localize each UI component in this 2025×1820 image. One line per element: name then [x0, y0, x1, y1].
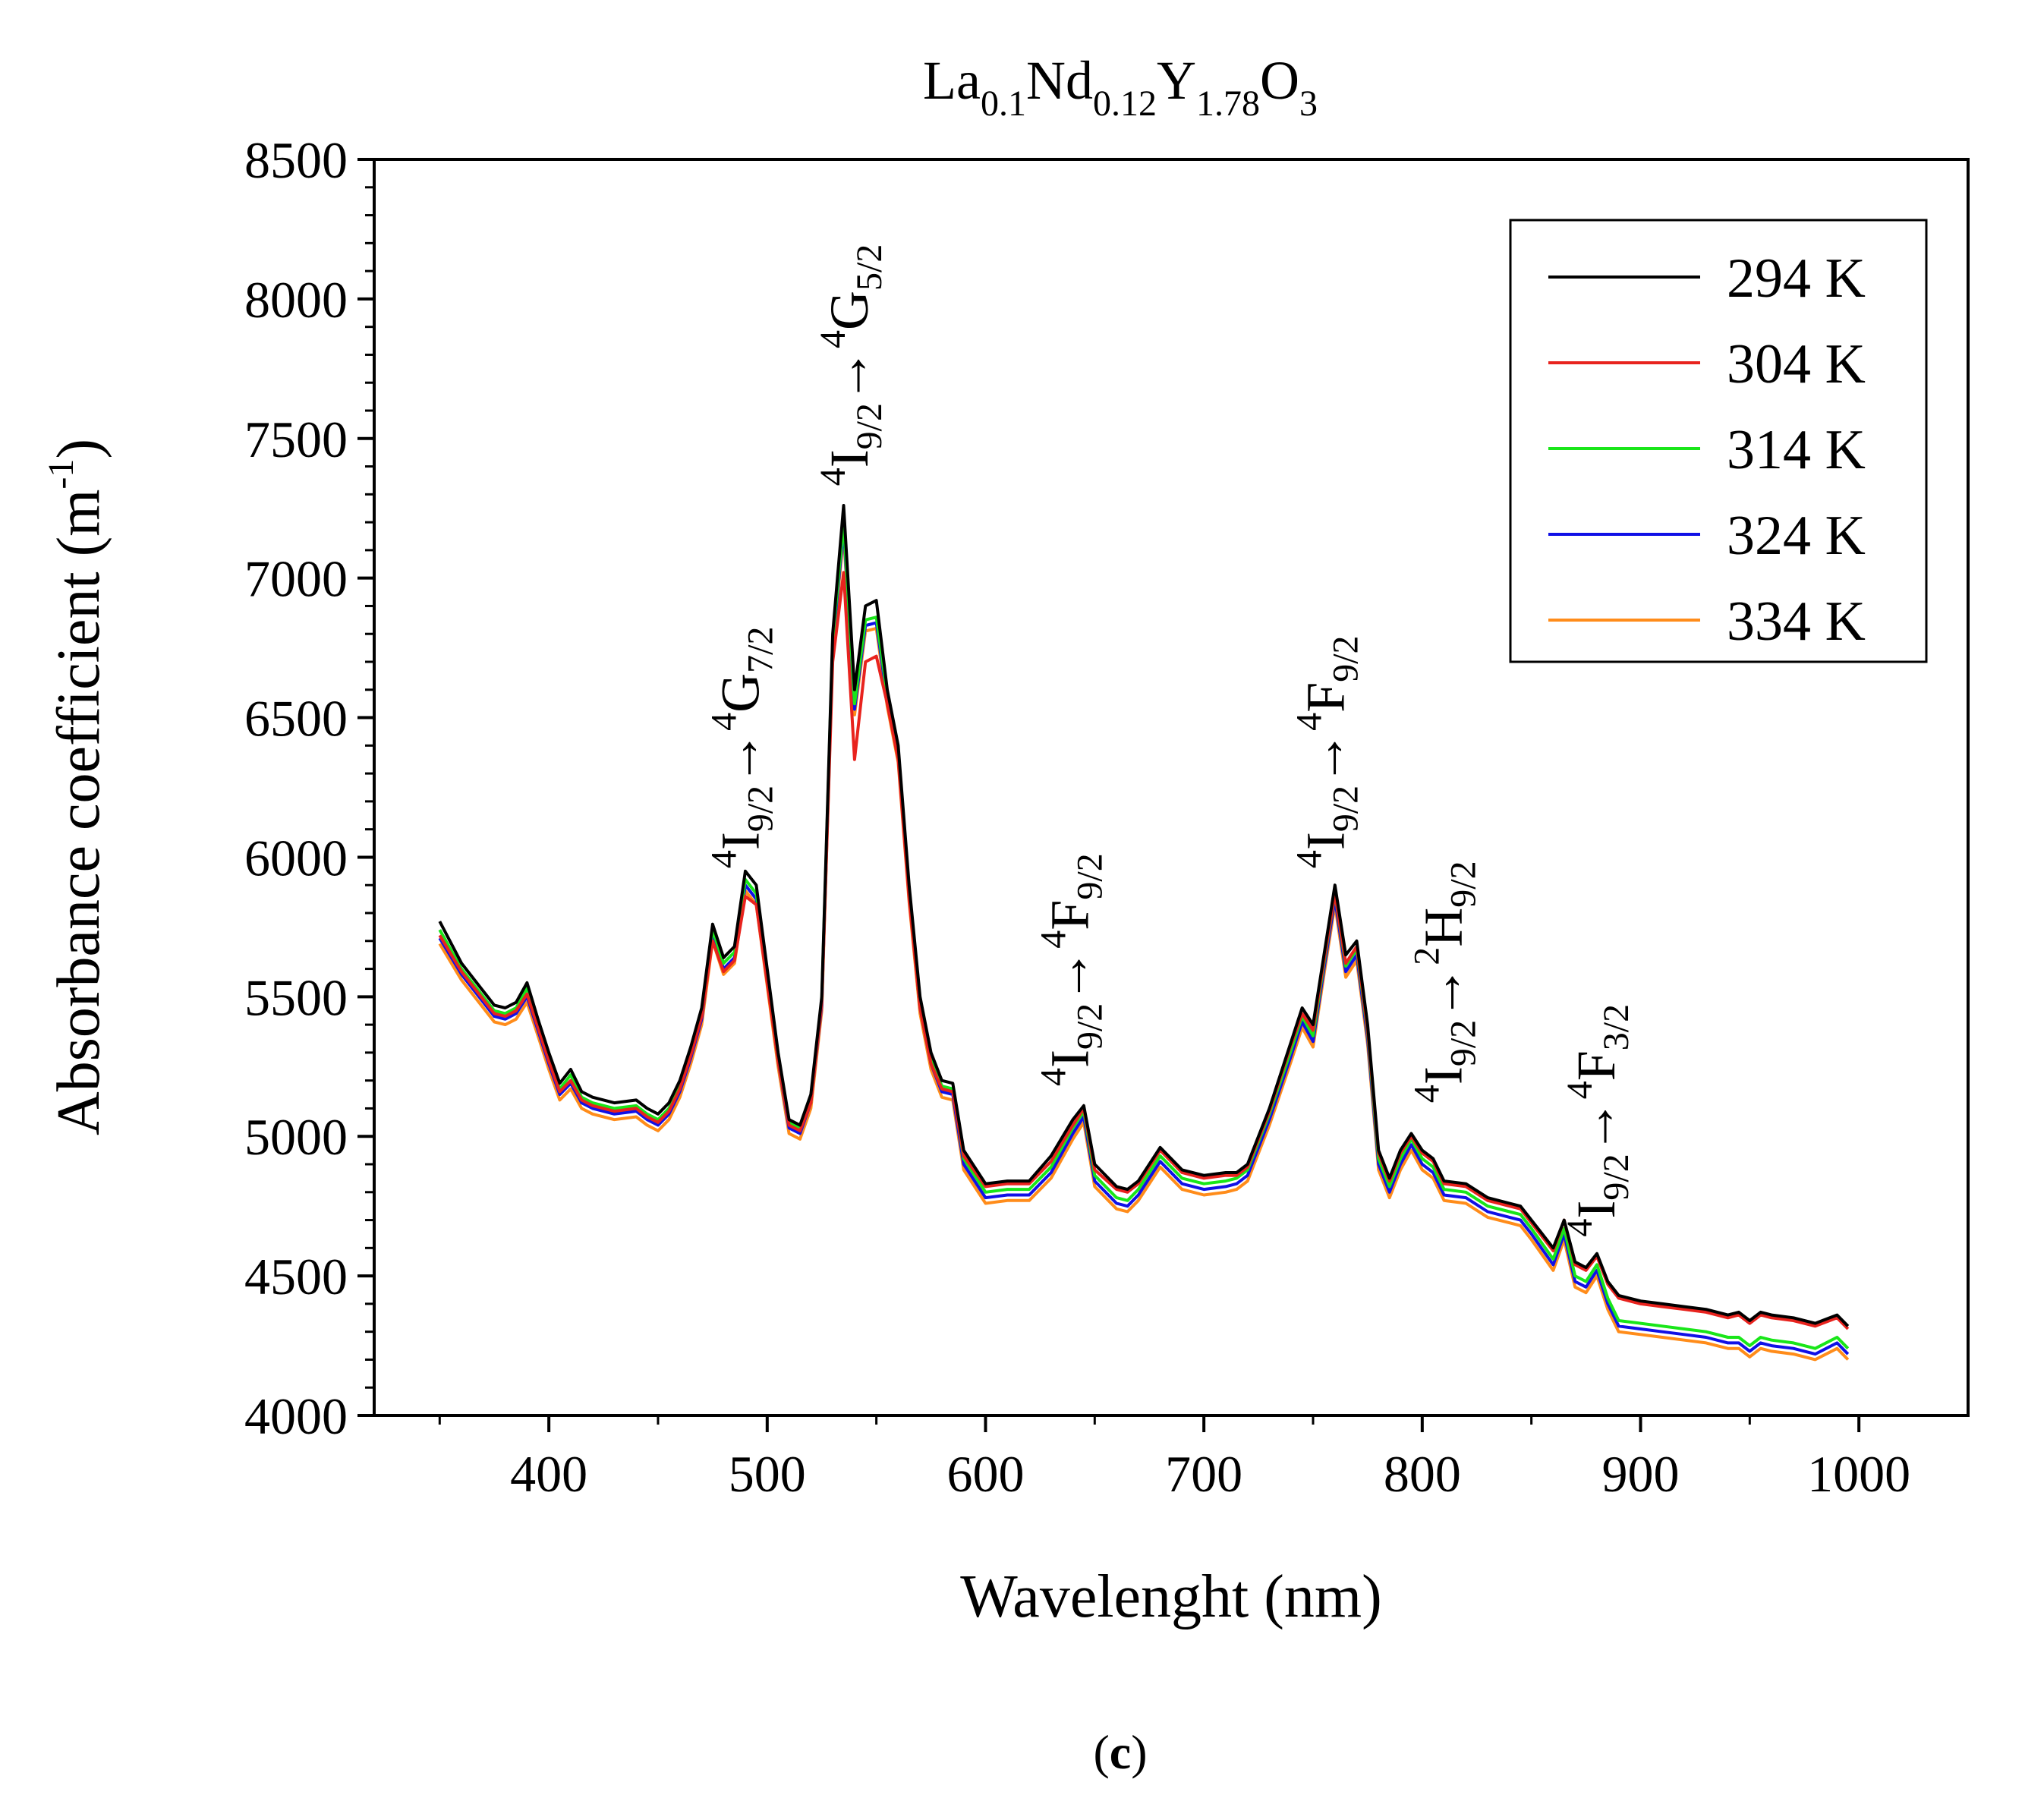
x-tick-label-500: 500	[729, 1445, 806, 1503]
annotation-part: 9/2	[1325, 635, 1365, 682]
annotation-part: G	[710, 673, 770, 713]
annotation-part: →	[819, 348, 880, 403]
x-tick-label-900: 900	[1601, 1445, 1679, 1503]
y-tick-label-6000: 6000	[244, 829, 348, 886]
annotation-part: 9/2	[740, 786, 780, 832]
y-tick-labels: 4000 4500 5000 5500 6000 6500 7000 7500 8000 8500	[244, 131, 348, 1445]
y-axis-title-close: )	[46, 439, 112, 459]
axis-ticks	[357, 158, 1861, 1432]
x-tick-label-1000: 1000	[1807, 1445, 1910, 1503]
x-tick-label-600: 600	[946, 1445, 1024, 1503]
legend-label-304-K: 304 K	[1727, 333, 1866, 395]
annotation-part: →	[710, 731, 770, 786]
annotation-part: 4	[1034, 930, 1074, 949]
annotation-part: 4	[1289, 713, 1329, 731]
legend: 294 K 304 K 314 K 324 K 334 K	[1509, 219, 1928, 663]
annotation-part: I	[1295, 832, 1356, 850]
y-tick-label-8000: 8000	[244, 271, 348, 329]
y-tick-label-8500: 8500	[244, 131, 348, 189]
annotation-part: 9/2	[1444, 861, 1484, 907]
annotation-f92b: 4I9/2→4F9/2	[1289, 635, 1365, 868]
annotation-part: 9/2	[1070, 1003, 1110, 1050]
annotation-g52: 4I9/2→4G5/2	[813, 244, 890, 486]
annotation-part: I	[1413, 1066, 1474, 1085]
annotation-part: →	[1413, 965, 1474, 1020]
x-tick-label-800: 800	[1384, 1445, 1461, 1503]
y-axis-title-text: Absorbance coefficient (m	[46, 490, 112, 1135]
title-element-3: O	[1260, 50, 1299, 111]
annotation-part: H	[1413, 908, 1474, 947]
annotation-part: →	[1040, 949, 1101, 1003]
annotation-part: G	[819, 291, 880, 330]
x-tick-labels: 400 500 600 700 800 900 1000	[510, 1445, 1910, 1503]
annotation-part: 4	[813, 330, 853, 348]
annotation-part: I	[710, 832, 770, 850]
annotation-part: 4	[1560, 1219, 1600, 1237]
chart-title: La0.1Nd0.12Y1.78O3	[923, 50, 1318, 124]
annotation-f32: 4I9/2→4F3/2	[1560, 1004, 1636, 1237]
title-subscript-0: 0.1	[981, 83, 1026, 124]
legend-box	[1509, 219, 1928, 663]
annotation-part: 9/2	[1596, 1154, 1636, 1200]
caption-letter: c	[1110, 1725, 1131, 1779]
annotation-part: F	[1295, 682, 1356, 713]
figure-caption: (c)	[1093, 1725, 1147, 1779]
x-tick-label-700: 700	[1165, 1445, 1242, 1503]
annotation-part: F	[1566, 1050, 1627, 1081]
annotation-part: 9/2	[1444, 1020, 1484, 1066]
annotation-part: 4	[813, 468, 853, 486]
annotation-part: →	[1566, 1099, 1627, 1154]
annotation-part: 2	[1407, 947, 1447, 965]
annotation-part: I	[1566, 1201, 1627, 1219]
annotation-f92a: 4I9/2→4F9/2	[1034, 853, 1110, 1086]
y-tick-label-4500: 4500	[244, 1248, 348, 1305]
x-tick-label-400: 400	[510, 1445, 587, 1503]
annotation-part: 9/2	[1070, 853, 1110, 899]
annotation-part: 7/2	[740, 626, 780, 672]
annotation-part: 3/2	[1596, 1004, 1636, 1050]
y-axis-title-exponent: -1	[41, 459, 81, 490]
annotation-part: 4	[1560, 1081, 1600, 1099]
annotation-g72: 4I9/2→4G7/2	[704, 626, 780, 868]
annotation-part: I	[1040, 1050, 1101, 1068]
y-tick-label-7500: 7500	[244, 411, 348, 468]
series-line-294-K	[438, 504, 1850, 1327]
title-subscript-1: 0.12	[1093, 83, 1157, 124]
y-tick-label-6500: 6500	[244, 690, 348, 748]
caption-open: (	[1093, 1725, 1109, 1779]
title-element-1: Nd	[1026, 50, 1093, 111]
title-element-0: La	[923, 50, 981, 111]
legend-label-334-K: 334 K	[1727, 590, 1866, 653]
y-axis-title: Absorbance coefficient (m-1)	[41, 439, 112, 1135]
series-group	[438, 504, 1850, 1362]
title-element-2: Y	[1157, 50, 1196, 111]
annotation-part: 9/2	[849, 403, 890, 449]
annotation-part: 4	[704, 713, 744, 731]
y-tick-label-7000: 7000	[244, 550, 348, 608]
legend-label-294-K: 294 K	[1727, 247, 1866, 310]
annotation-part: →	[1295, 731, 1356, 786]
annotation-part: 4	[1407, 1085, 1447, 1103]
y-tick-label-5500: 5500	[244, 968, 348, 1026]
annotation-part: 4	[704, 850, 744, 868]
y-tick-label-4000: 4000	[244, 1387, 348, 1445]
legend-label-314-K: 314 K	[1727, 419, 1866, 481]
annotation-part: I	[819, 449, 880, 468]
annotation-part: 4	[1034, 1068, 1074, 1086]
caption-close: )	[1131, 1725, 1147, 1779]
x-axis-title: Wavelenght (nm)	[960, 1563, 1382, 1630]
annotation-part: 4	[1289, 850, 1329, 868]
annotation-h92: 4I9/2→2H9/2	[1407, 861, 1484, 1103]
plot-frame	[373, 158, 1970, 1417]
annotation-part: F	[1040, 900, 1101, 930]
annotation-part: 9/2	[1325, 786, 1365, 832]
y-tick-label-5000: 5000	[244, 1108, 348, 1166]
title-subscript-2: 1.78	[1196, 83, 1260, 124]
annotation-part: 5/2	[849, 244, 890, 291]
title-subscript-3: 3	[1299, 83, 1318, 124]
legend-label-324-K: 324 K	[1727, 505, 1866, 567]
